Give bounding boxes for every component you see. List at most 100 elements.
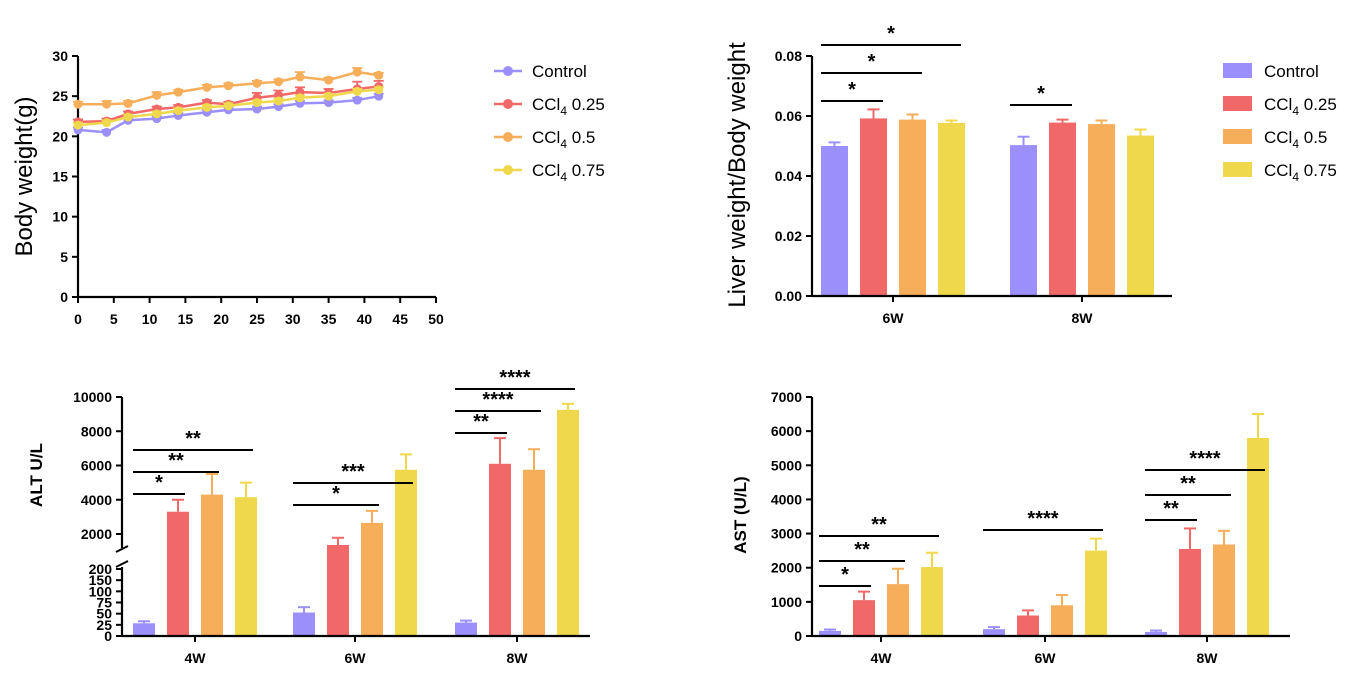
significance-label: ** [473, 411, 489, 433]
x-tick-label: 20 [213, 311, 229, 327]
x-tick-label: 0 [74, 311, 82, 327]
bar [455, 622, 477, 636]
data-point [352, 95, 362, 105]
legend-label: CCl4 0.25 [1264, 95, 1337, 118]
data-point [73, 99, 83, 109]
bar [361, 522, 383, 636]
legend-swatch [1223, 96, 1252, 111]
y-tick-label: 10000 [73, 389, 112, 405]
bar [921, 567, 943, 636]
y-tick-label: 15 [52, 169, 68, 185]
y-tick-label: 0.04 [775, 168, 802, 184]
data-point [273, 96, 283, 106]
significance-label: ** [871, 514, 887, 536]
data-point [173, 87, 183, 97]
series-3 [73, 85, 384, 130]
x-tick-label: 30 [285, 311, 301, 327]
y-tick-label: 75 [96, 595, 112, 611]
bar [853, 600, 875, 636]
data-point [73, 120, 83, 130]
x-tick-label: 45 [392, 311, 408, 327]
y-tick-label: 3000 [771, 526, 802, 542]
data-point [324, 91, 334, 101]
y-tick-label: 100 [89, 583, 113, 599]
y-tick-label: 5 [60, 249, 68, 265]
ast-chart: 4W 6W 8W***** **** ********01000200030004000… [731, 389, 1290, 666]
y-tick-label: 25 [96, 617, 112, 633]
legend-swatch [1223, 129, 1252, 144]
legend-label: Control [532, 62, 587, 81]
bar [887, 584, 909, 636]
bar [523, 469, 545, 636]
axis-break-mark [115, 545, 129, 553]
y-tick-label: 2000 [81, 526, 112, 542]
data-point [223, 101, 233, 111]
legend-label: CCl4 0.75 [1264, 161, 1337, 184]
significance-label: ** [854, 539, 870, 561]
legend-label: CCl4 0.5 [532, 128, 595, 151]
x-tick-label: 40 [357, 311, 373, 327]
body-weight-chart: 0 5 10 15 20 25 30 0 5 10 15 20 25 30 35 40 45 50 Body wei… [11, 48, 605, 327]
y-tick-label: 5000 [771, 457, 802, 473]
y-tick-label: 150 [89, 572, 113, 588]
y-tick-label: 7000 [771, 389, 802, 405]
x-tick-label: 25 [249, 311, 265, 327]
y-axis-label: AST (U/L) [731, 476, 750, 553]
bar [821, 146, 848, 296]
x-tick-label: 50 [428, 311, 444, 327]
data-point [202, 102, 212, 112]
bar [201, 494, 223, 636]
alt-chart: 4W 6W 8W*******************200040006000800… [27, 367, 590, 666]
bar [1247, 437, 1269, 636]
y-tick-label: 0.00 [775, 288, 802, 304]
legend-marker [503, 165, 513, 175]
bar [899, 119, 926, 296]
data-point [252, 104, 262, 114]
data-point [152, 90, 162, 100]
y-axis-label: Liver weight/Body weight [724, 42, 751, 308]
data-point [352, 67, 362, 77]
significance-label: * [332, 483, 340, 505]
y-tick-label: 4000 [81, 492, 112, 508]
bar [1179, 548, 1201, 636]
bar [133, 623, 155, 636]
liver-legend: Control CCl4 0.25 CCl4 0.5 CCl4 0.75 [1223, 62, 1337, 184]
y-tick-label: 0.06 [775, 108, 802, 124]
significance-label: **** [499, 367, 530, 389]
legend-marker [503, 99, 513, 109]
bar [395, 469, 417, 636]
x-tick-label: 10 [142, 311, 158, 327]
bar [1213, 544, 1235, 636]
bar [1085, 550, 1107, 636]
x-tick-label: 8W [1072, 310, 1094, 326]
bar [1088, 124, 1115, 296]
significance-label: **** [1189, 448, 1220, 470]
data-point [202, 82, 212, 92]
data-point [352, 86, 362, 96]
data-point [273, 77, 283, 87]
y-tick-label: 8000 [81, 423, 112, 439]
y-tick-label: 20 [52, 128, 68, 144]
x-tick-label: 8W [1197, 650, 1219, 666]
y-tick-label: 10 [52, 209, 68, 225]
data-point [374, 91, 384, 101]
bar [557, 409, 579, 636]
x-tick-label: 6W [345, 650, 367, 666]
data-point [252, 78, 262, 88]
data-point [252, 98, 262, 108]
y-tick-label: 6000 [771, 423, 802, 439]
data-point [173, 106, 183, 116]
x-tick-label: 35 [321, 311, 337, 327]
significance-label: ** [1163, 498, 1179, 520]
significance-label: ** [185, 428, 201, 450]
data-point [374, 70, 384, 80]
y-tick-label: 1000 [771, 594, 802, 610]
significance-label: * [841, 564, 849, 586]
bar [1049, 122, 1076, 296]
data-point [295, 93, 305, 103]
bar [1145, 631, 1167, 636]
significance-label: * [868, 51, 876, 73]
legend-marker [503, 66, 513, 76]
y-tick-label: 50 [96, 606, 112, 622]
